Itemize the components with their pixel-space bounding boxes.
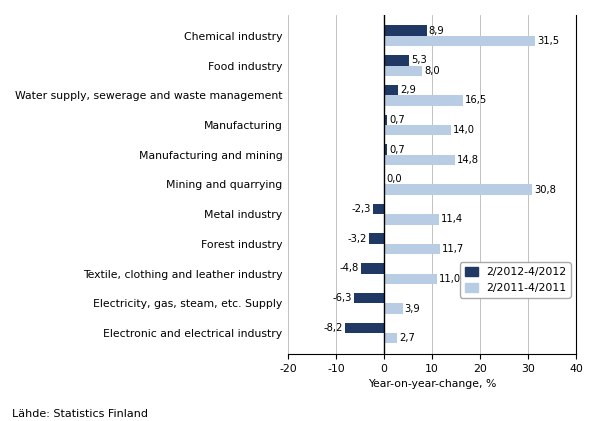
Text: 16,5: 16,5 — [465, 96, 487, 106]
Text: -8,2: -8,2 — [324, 323, 343, 333]
Text: 11,4: 11,4 — [441, 214, 463, 224]
Bar — [384, 55, 410, 66]
Text: 2,7: 2,7 — [399, 333, 415, 343]
Text: -2,3: -2,3 — [352, 204, 371, 214]
Bar — [373, 204, 384, 214]
Bar — [384, 95, 463, 106]
Bar — [369, 234, 384, 244]
Bar — [384, 66, 422, 76]
Bar — [384, 125, 451, 136]
X-axis label: Year-on-year-change, %: Year-on-year-change, % — [368, 379, 496, 389]
Text: 14,8: 14,8 — [457, 155, 479, 165]
Text: 2,9: 2,9 — [400, 85, 416, 95]
Text: 31,5: 31,5 — [537, 36, 559, 46]
Bar — [384, 274, 437, 284]
Bar — [384, 184, 532, 195]
Bar — [384, 155, 455, 165]
Bar — [384, 36, 535, 46]
Text: 3,9: 3,9 — [405, 304, 420, 314]
Legend: 2/2012-4/2012, 2/2011-4/2011: 2/2012-4/2012, 2/2011-4/2011 — [460, 262, 570, 298]
Bar — [384, 333, 397, 344]
Text: 30,8: 30,8 — [534, 185, 556, 195]
Text: -3,2: -3,2 — [347, 234, 367, 244]
Text: -6,3: -6,3 — [332, 293, 352, 303]
Text: 11,0: 11,0 — [439, 274, 461, 284]
Bar — [384, 25, 427, 36]
Text: 11,7: 11,7 — [442, 244, 465, 254]
Bar — [384, 85, 398, 95]
Bar — [384, 304, 403, 314]
Bar — [354, 293, 384, 304]
Bar — [361, 263, 384, 274]
Text: 5,3: 5,3 — [411, 55, 427, 65]
Bar — [384, 214, 439, 224]
Text: 8,0: 8,0 — [425, 66, 440, 76]
Text: -4,8: -4,8 — [340, 264, 359, 273]
Text: 0,7: 0,7 — [389, 144, 405, 155]
Text: 14,0: 14,0 — [453, 125, 475, 135]
Bar — [384, 144, 388, 155]
Bar — [384, 244, 440, 254]
Text: 8,9: 8,9 — [429, 26, 444, 36]
Bar — [344, 322, 384, 333]
Text: 0,7: 0,7 — [389, 115, 405, 125]
Text: 0,0: 0,0 — [386, 174, 402, 184]
Bar — [384, 115, 388, 125]
Text: Lähde: Statistics Finland: Lähde: Statistics Finland — [12, 409, 148, 419]
